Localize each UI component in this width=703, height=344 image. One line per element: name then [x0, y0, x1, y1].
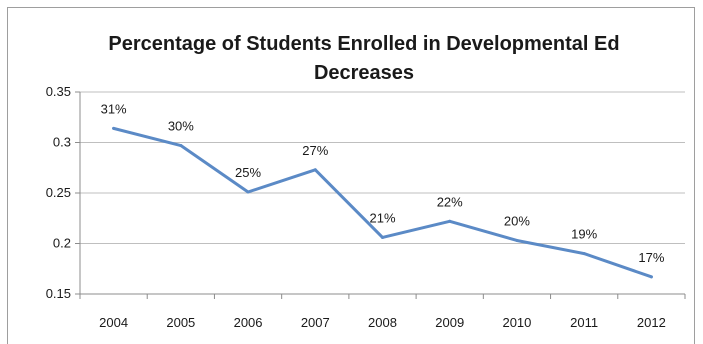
data-point: [246, 190, 250, 194]
data-point: [179, 144, 183, 148]
x-tick-label: 2005: [166, 315, 195, 330]
x-tick-label: 2010: [502, 315, 531, 330]
data-label: 21%: [369, 210, 395, 225]
data-point: [112, 126, 116, 130]
data-point: [448, 219, 452, 223]
data-point: [649, 275, 653, 279]
data-label: 27%: [302, 143, 328, 158]
x-tick-label: 2007: [301, 315, 330, 330]
data-point: [381, 235, 384, 239]
chart-frame: [7, 7, 695, 344]
data-label: 30%: [168, 119, 194, 134]
y-tick-label: 0.3: [53, 135, 71, 150]
data-label: 25%: [235, 165, 261, 180]
x-tick-label: 2012: [637, 315, 666, 330]
x-tick-label: 2004: [99, 315, 128, 330]
data-label: 20%: [504, 213, 530, 228]
data-point: [582, 252, 586, 256]
series-line: [112, 126, 653, 279]
data-label: 31%: [101, 101, 127, 116]
data-label: 19%: [571, 227, 597, 242]
data-label: 22%: [437, 194, 463, 209]
data-point: [313, 168, 317, 172]
x-tick-label: 2006: [234, 315, 263, 330]
y-tick-label: 0.35: [46, 84, 71, 99]
y-tick-label: 0.15: [46, 286, 71, 301]
x-tick-label: 2009: [435, 315, 464, 330]
y-tick-label: 0.25: [46, 185, 71, 200]
y-tick-label: 0.2: [53, 236, 71, 251]
chart-title-line-1: Percentage of Students Enrolled in Devel…: [108, 33, 619, 55]
chart-title-line-2: Decreases: [314, 62, 414, 84]
x-tick-label: 2008: [368, 315, 397, 330]
data-point: [515, 238, 519, 242]
x-tick-label: 2011: [570, 315, 598, 330]
data-label: 17%: [638, 250, 664, 265]
